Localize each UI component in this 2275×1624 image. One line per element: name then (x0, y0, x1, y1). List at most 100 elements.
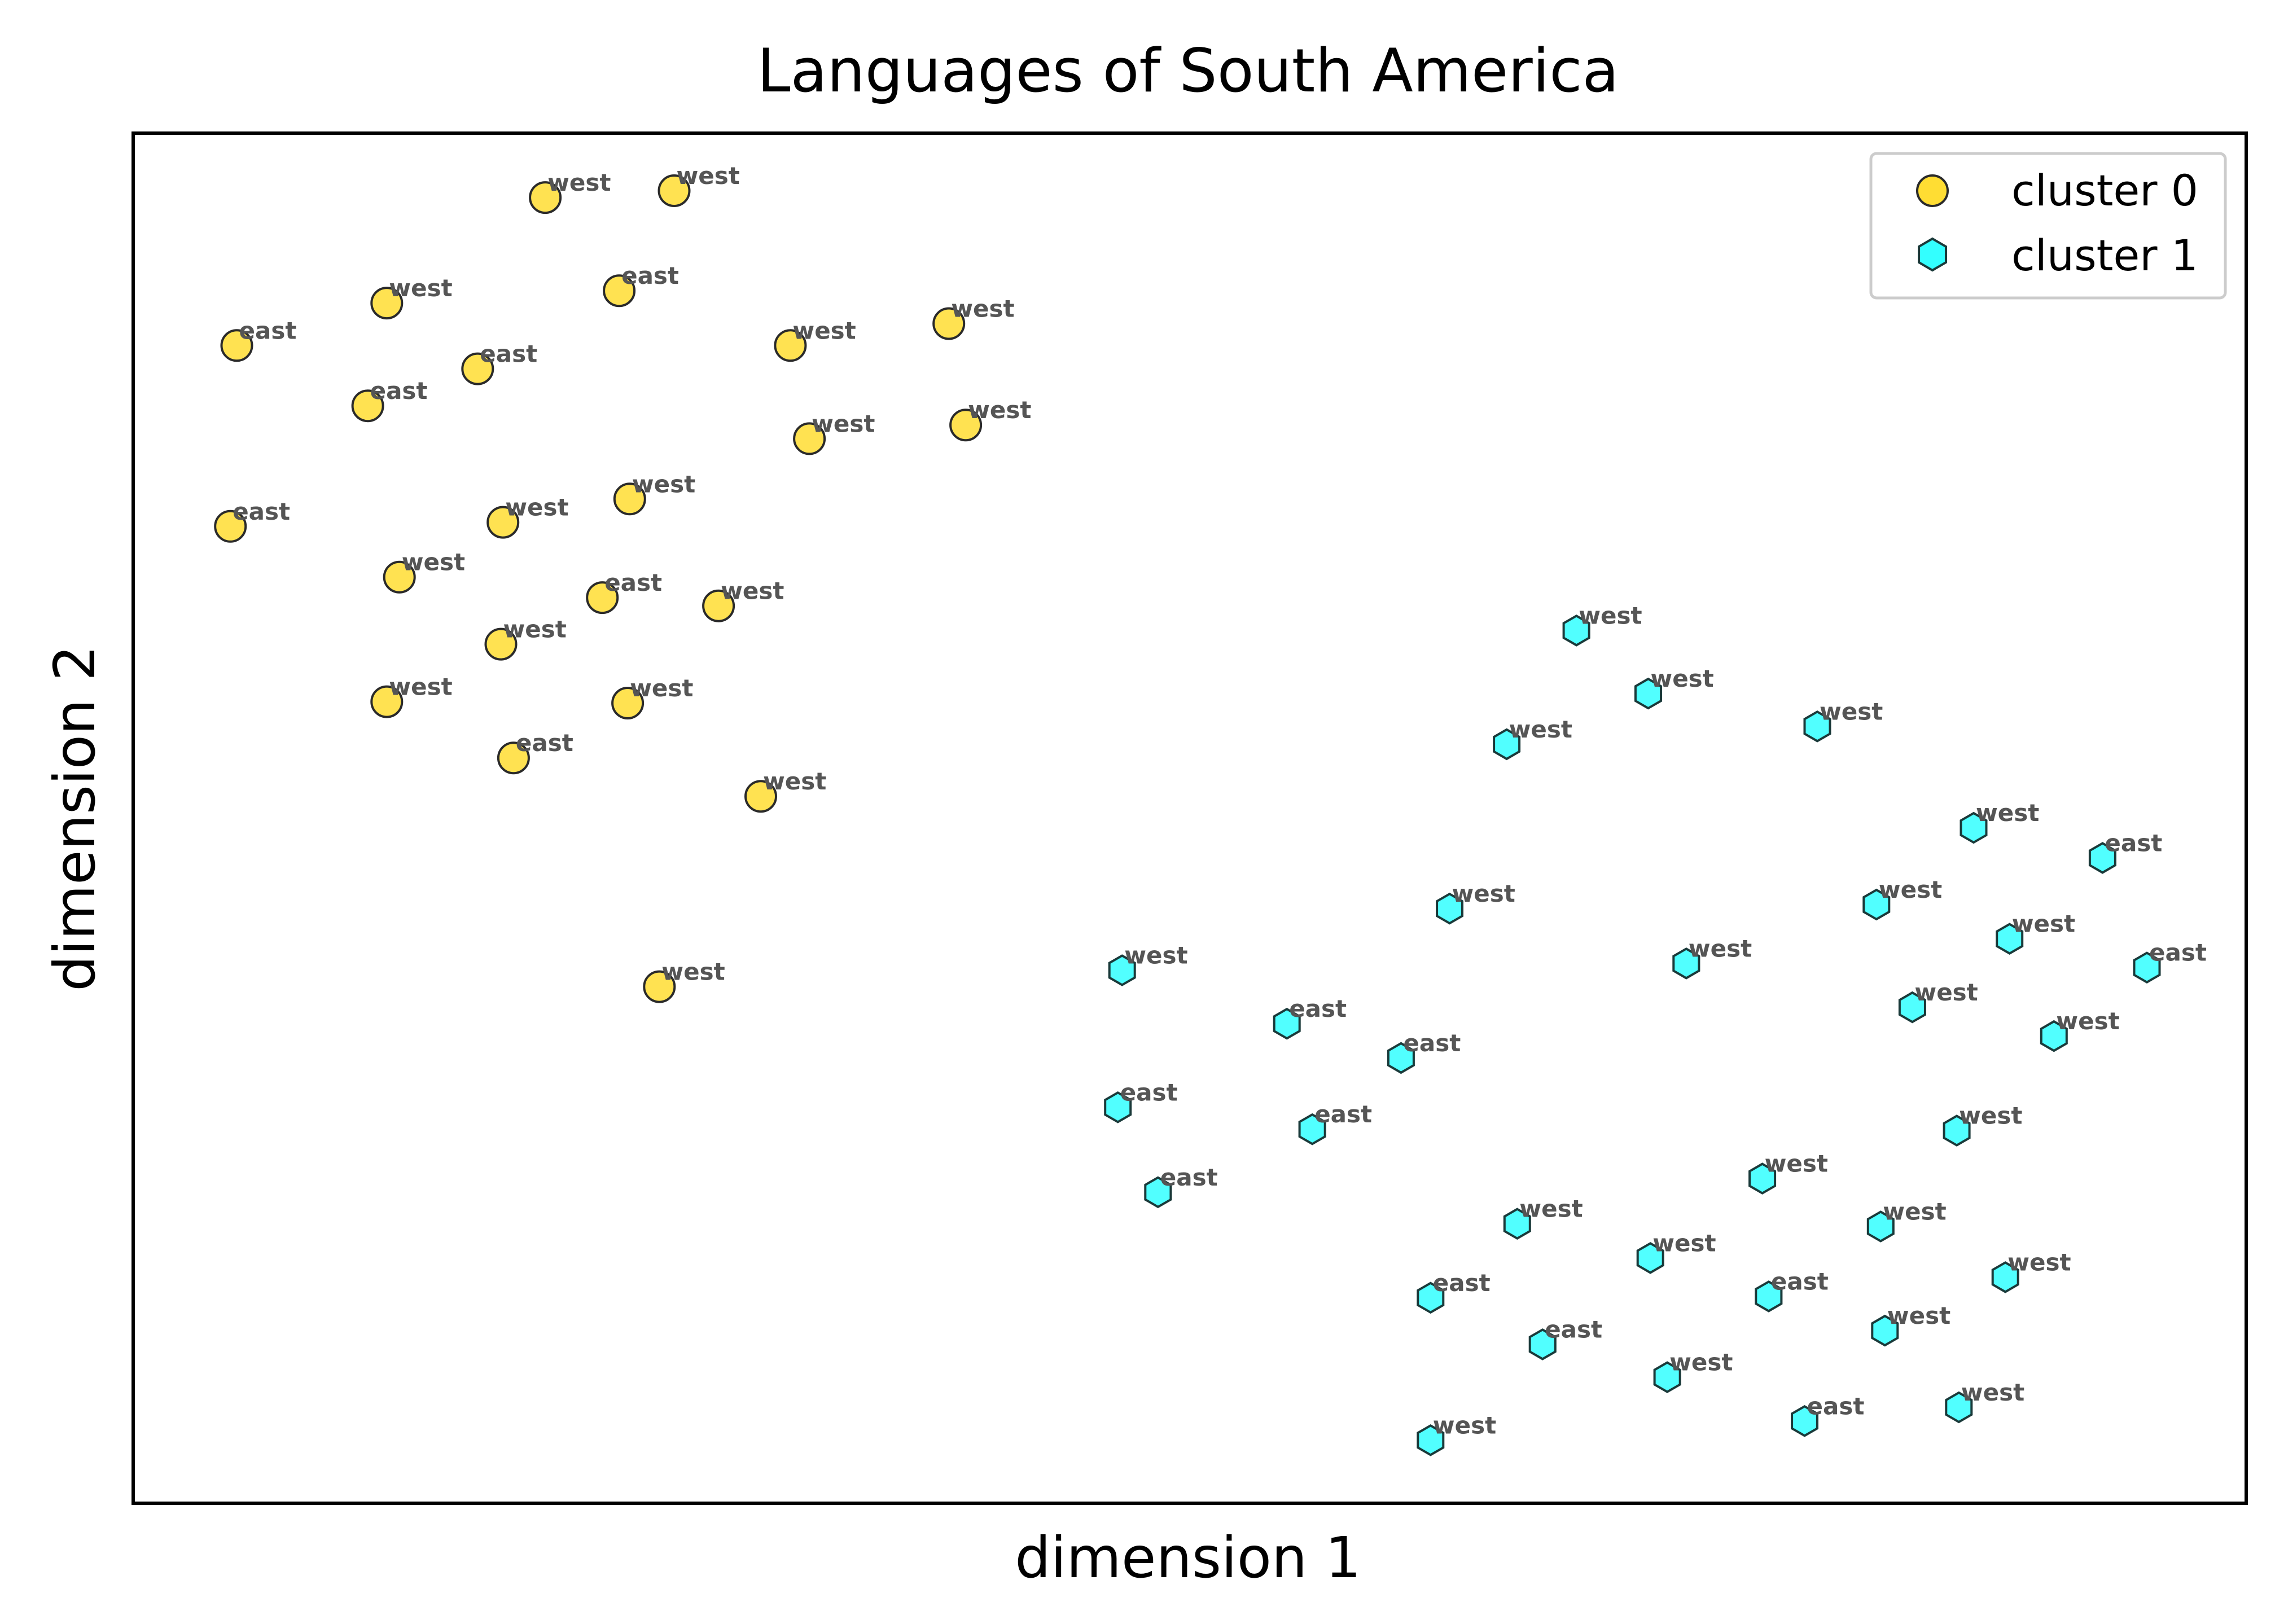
cluster-1-point-23 (1636, 1242, 1664, 1274)
cluster-0-point-6-label: west (792, 317, 856, 344)
cluster-1-point-10 (2133, 951, 2161, 984)
cluster-1-point-12 (1898, 991, 1926, 1024)
cluster-0-point-11-label: east (233, 498, 290, 525)
cluster-1-point-29 (1653, 1361, 1681, 1393)
cluster-1-point-31-label: west (1961, 1379, 2024, 1406)
cluster-1-point-27 (1871, 1314, 1899, 1347)
cluster-0-point-17-label: west (503, 616, 567, 643)
cluster-0-point-10-label: west (968, 396, 1031, 424)
cluster-0-point-4-label: east (239, 317, 297, 344)
cluster-1-point-13 (1273, 1007, 1301, 1040)
cluster-0-point-21 (744, 780, 777, 813)
cluster-0-point-22-label: west (661, 958, 725, 986)
cluster-1-point-7 (1862, 888, 1891, 921)
cluster-1-point-24 (1991, 1261, 2019, 1293)
cluster-1-point-22-label: west (1883, 1198, 1946, 1226)
legend-label-cluster-0: cluster 0 (2011, 165, 2198, 216)
legend-marker-cluster-0 (1916, 174, 1949, 207)
cluster-1-point-11 (1108, 954, 1136, 986)
cluster-1-point-15-label: east (1403, 1029, 1461, 1057)
legend-marker-cluster-1 (1918, 237, 1947, 272)
cluster-0-point-12-label: west (505, 494, 568, 521)
cluster-1-point-3-label: west (1820, 697, 1883, 725)
cluster-1-point-1-label: west (1650, 665, 1713, 692)
cluster-1-point-30-label: east (1807, 1392, 1865, 1420)
cluster-1-point-4 (1960, 811, 1988, 844)
cluster-0-point-12 (486, 506, 520, 539)
cluster-0-point-18-label: west (389, 673, 452, 701)
cluster-0-point-16 (702, 589, 735, 622)
cluster-1-point-25-label: east (1433, 1269, 1491, 1297)
cluster-0-point-8-label: east (370, 377, 428, 405)
cluster-0-point-10 (949, 409, 983, 442)
cluster-1-point-18-label: west (1959, 1102, 2022, 1130)
cluster-0-point-4 (220, 329, 253, 362)
legend: cluster 0 cluster 1 (1869, 152, 2227, 300)
cluster-1-point-1 (1634, 677, 1662, 710)
cluster-0-point-9-label: west (812, 410, 875, 437)
cluster-1-point-2-label: west (1509, 716, 1572, 743)
cluster-1-point-29-label: west (1669, 1349, 1733, 1376)
cluster-1-point-5 (2088, 842, 2116, 874)
cluster-1-point-6-label: west (1452, 880, 1515, 907)
cluster-1-point-30 (1791, 1404, 1818, 1437)
cluster-0-point-14-label: west (402, 548, 465, 576)
cluster-1-point-6 (1436, 892, 1463, 925)
legend-box (1869, 152, 2227, 300)
cluster-1-point-0 (1562, 615, 1590, 647)
cluster-1-point-21 (1503, 1208, 1531, 1240)
cluster-0-point-5-label: east (480, 340, 537, 368)
cluster-0-point-1-label: west (677, 162, 740, 190)
cluster-1-point-26 (1755, 1280, 1783, 1313)
cluster-0-point-21-label: west (763, 767, 826, 795)
cluster-0-point-13 (613, 482, 646, 516)
cluster-1-point-28-label: east (1545, 1315, 1602, 1343)
cluster-0-point-1 (657, 174, 691, 207)
cluster-1-point-20 (1144, 1176, 1172, 1209)
cluster-1-point-20-label: east (1160, 1164, 1218, 1191)
cluster-1-point-8-label: west (2012, 910, 2075, 938)
cluster-1-point-19 (1748, 1162, 1777, 1195)
cluster-1-point-8 (1996, 923, 2024, 955)
cluster-1-point-28 (1528, 1328, 1557, 1360)
cluster-0-point-14 (383, 560, 416, 594)
cluster-1-point-7-label: west (1879, 876, 1942, 903)
cluster-1-point-18 (1943, 1114, 1971, 1147)
cluster-1-point-4-label: west (1976, 799, 2039, 827)
plot-area-frame (131, 131, 2248, 1505)
cluster-1-point-17-label: east (1314, 1100, 1372, 1128)
cluster-1-point-16-label: east (1120, 1078, 1178, 1106)
cluster-0-point-13-label: west (632, 470, 695, 498)
cluster-0-point-20-label: east (516, 729, 573, 757)
cluster-0-point-0 (529, 181, 562, 214)
cluster-1-point-9 (1672, 947, 1700, 980)
cluster-1-point-16 (1104, 1091, 1132, 1123)
cluster-1-point-14-label: west (2056, 1007, 2119, 1035)
cluster-1-point-25 (1417, 1281, 1445, 1314)
cluster-0-point-3-label: east (621, 262, 679, 289)
cluster-0-point-19 (611, 687, 645, 719)
cluster-0-point-16-label: west (721, 577, 784, 605)
legend-label-cluster-1: cluster 1 (2011, 230, 2198, 280)
cluster-1-point-9-label: west (1689, 934, 1752, 962)
cluster-1-point-21-label: west (1519, 1195, 1583, 1223)
cluster-0-point-22 (643, 970, 676, 1003)
cluster-0-point-7 (932, 307, 966, 340)
cluster-0-point-11 (214, 510, 247, 543)
cluster-0-point-15-label: east (604, 569, 662, 596)
cluster-1-point-15 (1387, 1042, 1415, 1074)
cluster-0-point-9 (793, 422, 826, 455)
cluster-1-point-31 (1945, 1391, 1973, 1424)
cluster-1-point-27-label: west (1887, 1302, 1950, 1329)
cluster-1-point-3 (1803, 710, 1831, 743)
cluster-0-point-7-label: west (951, 295, 1014, 323)
cluster-1-point-0-label: west (1579, 602, 1642, 629)
cluster-1-point-26-label: east (1771, 1267, 1829, 1295)
cluster-1-point-11-label: west (1124, 942, 1187, 969)
cluster-1-point-32 (1417, 1424, 1445, 1456)
cluster-0-point-3 (603, 274, 636, 308)
cluster-0-point-6 (774, 329, 807, 362)
cluster-0-point-2 (370, 287, 404, 320)
plot-points: west west west east east east west west east west… (214, 162, 2207, 1456)
